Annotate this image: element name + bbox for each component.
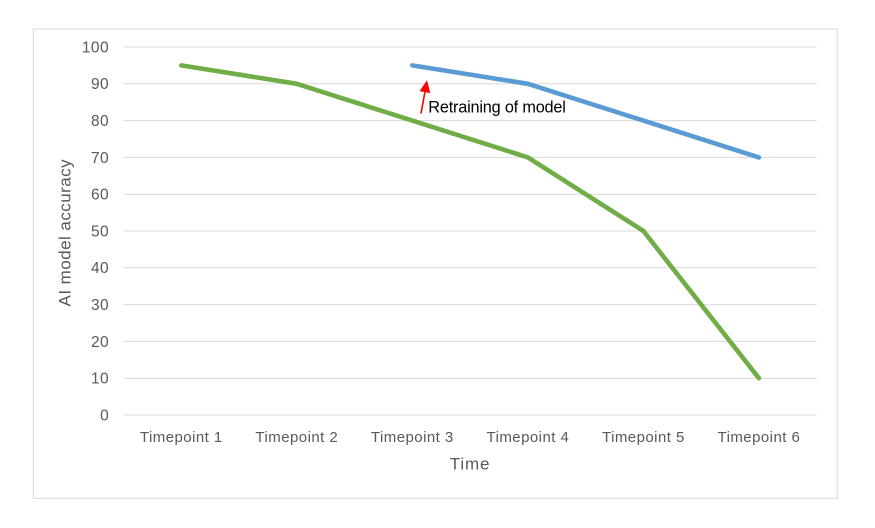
svg-text:90: 90	[91, 76, 109, 93]
svg-text:Timepoint 5: Timepoint 5	[602, 429, 685, 446]
svg-text:100: 100	[82, 39, 109, 56]
svg-text:Timepoint 2: Timepoint 2	[255, 429, 338, 446]
svg-text:0: 0	[100, 407, 109, 424]
svg-text:40: 40	[91, 260, 109, 277]
svg-text:AI model accuracy: AI model accuracy	[56, 159, 75, 307]
svg-text:50: 50	[91, 223, 109, 240]
svg-text:30: 30	[91, 297, 109, 314]
svg-text:Timepoint 3: Timepoint 3	[371, 429, 454, 446]
svg-text:10: 10	[91, 371, 109, 388]
svg-text:Timepoint 6: Timepoint 6	[718, 429, 801, 446]
svg-text:70: 70	[91, 150, 109, 167]
svg-text:60: 60	[91, 187, 109, 204]
svg-text:Retraining of model: Retraining of model	[428, 98, 565, 116]
svg-text:Time: Time	[450, 455, 491, 474]
svg-text:80: 80	[91, 113, 109, 130]
svg-text:Timepoint 1: Timepoint 1	[140, 429, 223, 446]
svg-text:Timepoint 4: Timepoint 4	[487, 429, 570, 446]
svg-text:20: 20	[91, 334, 109, 351]
